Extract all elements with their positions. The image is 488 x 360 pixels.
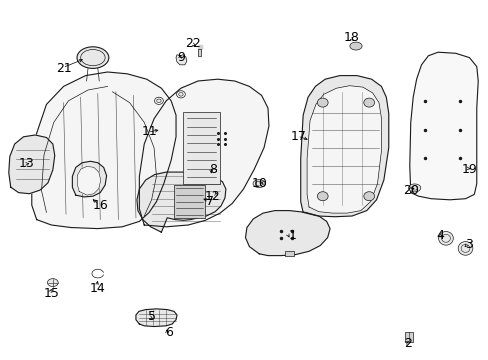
Text: 18: 18 <box>344 31 359 44</box>
Bar <box>183 112 220 184</box>
Ellipse shape <box>363 98 374 107</box>
Text: 16: 16 <box>92 199 108 212</box>
Text: 9: 9 <box>177 51 184 64</box>
Bar <box>197 49 201 56</box>
Polygon shape <box>409 52 477 200</box>
Bar <box>284 251 294 256</box>
Ellipse shape <box>317 192 327 201</box>
Ellipse shape <box>363 192 374 201</box>
Text: 11: 11 <box>141 125 157 138</box>
Polygon shape <box>245 211 329 256</box>
Polygon shape <box>300 76 388 217</box>
Polygon shape <box>137 172 225 232</box>
Polygon shape <box>72 161 106 197</box>
Polygon shape <box>306 86 381 213</box>
Ellipse shape <box>438 231 452 245</box>
Text: 5: 5 <box>147 310 155 323</box>
Text: 21: 21 <box>56 62 71 75</box>
Polygon shape <box>176 55 186 65</box>
Polygon shape <box>32 72 176 229</box>
Polygon shape <box>139 79 268 227</box>
Text: 6: 6 <box>164 327 172 339</box>
Ellipse shape <box>156 99 161 103</box>
Ellipse shape <box>253 180 265 188</box>
Ellipse shape <box>77 47 108 68</box>
Text: 22: 22 <box>185 37 201 50</box>
Ellipse shape <box>317 98 327 107</box>
Text: 13: 13 <box>19 157 35 170</box>
Ellipse shape <box>47 279 58 287</box>
Text: 8: 8 <box>208 163 216 176</box>
Text: 12: 12 <box>204 190 220 203</box>
Ellipse shape <box>349 42 361 50</box>
Ellipse shape <box>407 184 420 192</box>
Ellipse shape <box>457 242 472 255</box>
Polygon shape <box>9 135 55 194</box>
Text: 10: 10 <box>251 177 266 190</box>
Text: 17: 17 <box>290 130 305 143</box>
Text: 20: 20 <box>402 184 418 197</box>
Text: 1: 1 <box>288 229 296 242</box>
Polygon shape <box>77 166 101 195</box>
Text: 3: 3 <box>465 238 472 251</box>
Ellipse shape <box>179 93 183 96</box>
Text: 4: 4 <box>435 229 443 242</box>
Polygon shape <box>136 309 177 327</box>
Text: 2: 2 <box>404 337 411 350</box>
Text: 7: 7 <box>206 195 214 208</box>
Text: 19: 19 <box>461 163 476 176</box>
Text: 14: 14 <box>90 282 105 294</box>
Text: 15: 15 <box>43 287 59 300</box>
Bar <box>173 185 205 218</box>
Bar <box>404 332 412 342</box>
